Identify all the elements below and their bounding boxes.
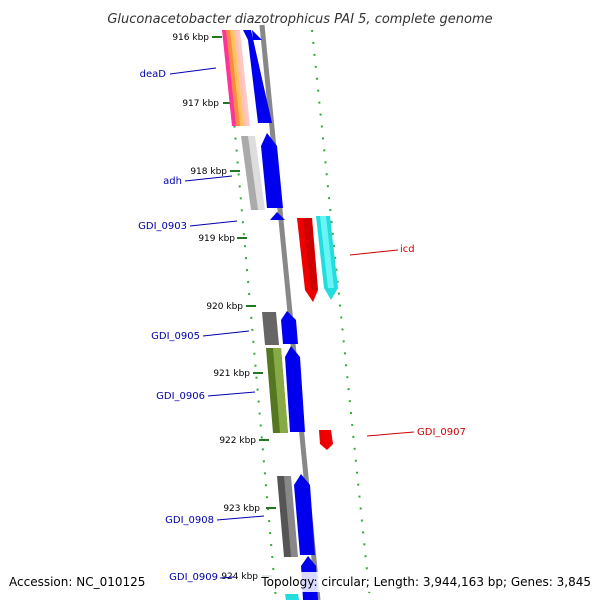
gene-label-gdi0903: GDI_0903 [138,221,187,232]
gene-arrow-gdi0906 [285,346,305,432]
leader-line-dead [169,67,217,75]
gene-arrow-dead-head [252,30,262,40]
footer-backdrop [258,572,600,592]
gene-label-gdi0906: GDI_0906 [156,391,205,402]
gene-arrow-dead [243,30,272,123]
leader-line-gdi0905 [202,330,250,337]
gene-label-icd: icd [400,244,415,255]
gene-arrow-adh [261,133,283,208]
tick-label: 920 kbp [206,302,243,312]
gene-label-dead: deaD [140,69,167,80]
feature-track-adh-light [248,136,265,210]
leader-line-gdi0903 [189,220,238,227]
tick-labels: 916 kbp 917 kbp 918 kbp 919 kbp 920 kbp … [172,33,260,582]
gene-label-gdi0909: GDI_0909 [169,572,218,583]
gene-arrow-gdi0907 [319,430,333,450]
label-leaders [169,67,415,579]
tick-label: 916 kbp [172,33,209,43]
gene-labels: deaD adh GDI_0903 icd GDI_0905 GDI_0906 … [138,69,466,583]
feature-tracks [222,30,298,557]
gene-label-gdi0907: GDI_0907 [417,427,466,438]
leader-line-adh [184,175,233,182]
tick-label: 923 kbp [223,504,260,514]
feature-track-gdi0906-light [273,348,288,433]
feature-track-bottom-cyan [285,594,299,600]
tick-label: 924 kbp [221,572,258,582]
leader-line-gdi0907 [366,431,415,437]
leader-line-gdi0909 [219,576,235,579]
gene-arrow-gdi0905 [281,311,298,344]
feature-track-gdi0905 [262,312,279,345]
gene-arrow-icd-shade [303,218,318,290]
map-title: Gluconacetobacter diazotrophicus PAI 5, … [107,12,492,27]
accession-text: Accession: NC_010125 [9,575,145,589]
feature-track-dead-salmon [234,30,250,126]
feature-track-gdi0908-light [284,476,298,557]
tick-label: 917 kbp [182,99,219,109]
tick-label: 919 kbp [198,234,235,244]
forward-strand-genes [285,216,338,600]
gc-dots-right [311,29,371,600]
gene-arrow-gdi0903 [270,212,285,220]
leader-line-gdi0906 [207,391,256,397]
gene-label-gdi0905: GDI_0905 [151,331,200,342]
leader-line-icd [349,249,399,256]
tick-label: 922 kbp [219,436,256,446]
gene-label-adh: adh [163,176,182,187]
leader-line-gdi0908 [216,515,265,521]
genome-summary-text: Topology: circular; Length: 3,944,163 bp… [260,575,591,589]
tick-label: 918 kbp [190,167,227,177]
gene-label-gdi0908: GDI_0908 [165,515,214,526]
tick-label: 921 kbp [213,369,250,379]
gene-arrow-gdi0908 [294,474,315,555]
feature-track-icd-cyan-light [320,216,334,288]
